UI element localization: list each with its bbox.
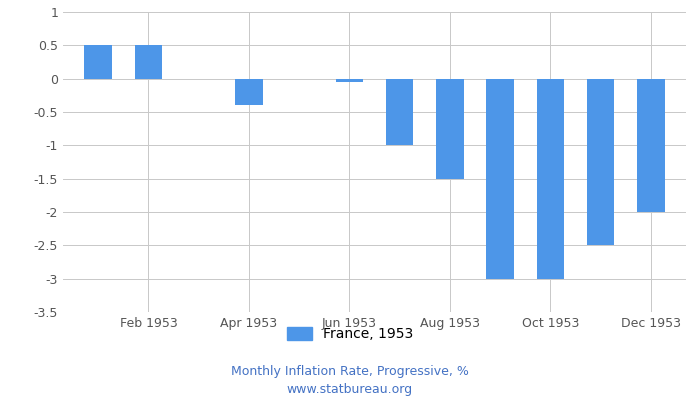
Bar — [486, 79, 514, 279]
Bar — [85, 45, 112, 79]
Bar — [134, 45, 162, 79]
Bar — [637, 79, 664, 212]
Legend: France, 1953: France, 1953 — [287, 327, 413, 341]
Bar — [436, 79, 463, 179]
Bar — [536, 79, 564, 279]
Bar — [335, 79, 363, 82]
Text: Monthly Inflation Rate, Progressive, %: Monthly Inflation Rate, Progressive, % — [231, 366, 469, 378]
Bar — [386, 79, 414, 145]
Bar — [235, 79, 262, 105]
Text: www.statbureau.org: www.statbureau.org — [287, 384, 413, 396]
Bar — [587, 79, 615, 245]
